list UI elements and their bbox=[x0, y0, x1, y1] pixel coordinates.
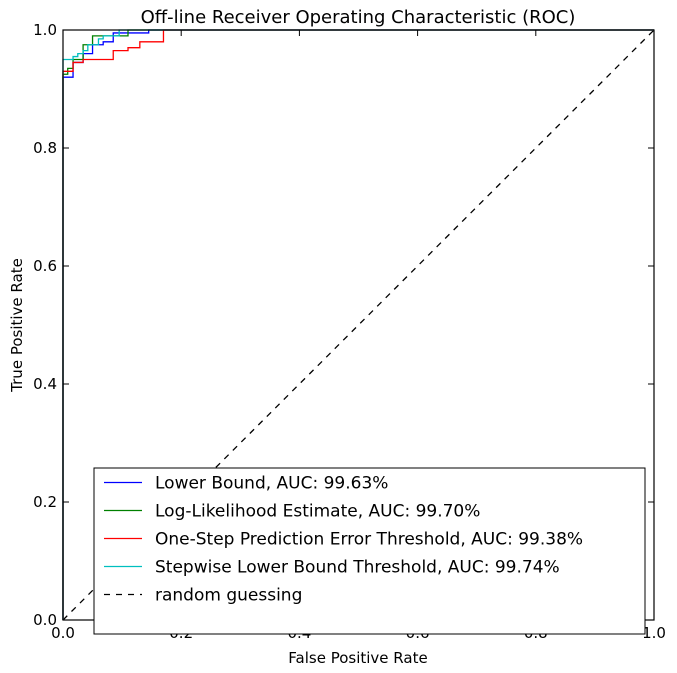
legend-entry-4: Stepwise Lower Bound Threshold, AUC: 99.… bbox=[155, 558, 560, 578]
y-tick-label: 0.8 bbox=[33, 139, 57, 157]
y-tick-label: 0.2 bbox=[33, 493, 57, 511]
legend-entry-2: Log-Likelihood Estimate, AUC: 99.70% bbox=[155, 502, 480, 522]
x-tick-label: 1.0 bbox=[642, 624, 666, 642]
x-tick-label: 0.0 bbox=[51, 624, 75, 642]
chart-title: Off-line Receiver Operating Characterist… bbox=[141, 7, 576, 28]
y-tick-label: 0.6 bbox=[33, 257, 57, 275]
y-axis-label: True Positive Rate bbox=[8, 258, 26, 393]
series-line-3 bbox=[62, 29, 654, 620]
legend-box bbox=[93, 467, 646, 635]
plot-area bbox=[62, 29, 655, 621]
x-axis-label: False Positive Rate bbox=[288, 649, 427, 667]
legend-entry-1: Lower Bound, AUC: 99.63% bbox=[155, 474, 388, 494]
y-tick-label: 1.0 bbox=[33, 21, 57, 39]
legend: Lower Bound, AUC: 99.63% Log-Likelihood E… bbox=[93, 467, 646, 635]
series-line-4 bbox=[62, 29, 654, 620]
y-tick-label: 0.0 bbox=[33, 611, 57, 629]
legend-entry-5: random guessing bbox=[155, 586, 302, 606]
y-tick-label: 0.4 bbox=[33, 375, 57, 393]
legend-entry-3: One-Step Prediction Error Threshold, AUC… bbox=[155, 530, 583, 550]
